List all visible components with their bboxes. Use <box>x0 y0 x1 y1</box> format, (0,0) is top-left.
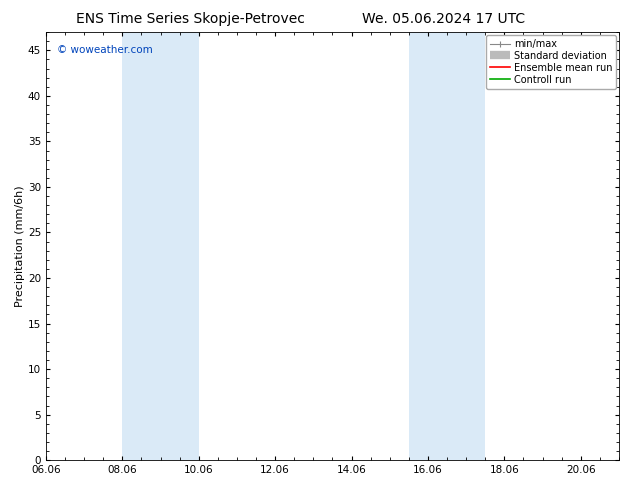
Bar <box>409 32 447 460</box>
Y-axis label: Precipitation (mm/6h): Precipitation (mm/6h) <box>15 185 25 307</box>
Bar <box>447 32 485 460</box>
Text: We. 05.06.2024 17 UTC: We. 05.06.2024 17 UTC <box>362 12 526 26</box>
Legend: min/max, Standard deviation, Ensemble mean run, Controll run: min/max, Standard deviation, Ensemble me… <box>486 35 616 89</box>
Text: ENS Time Series Skopje-Petrovec: ENS Time Series Skopje-Petrovec <box>75 12 305 26</box>
Text: © woweather.com: © woweather.com <box>57 45 153 55</box>
Bar <box>122 32 198 460</box>
